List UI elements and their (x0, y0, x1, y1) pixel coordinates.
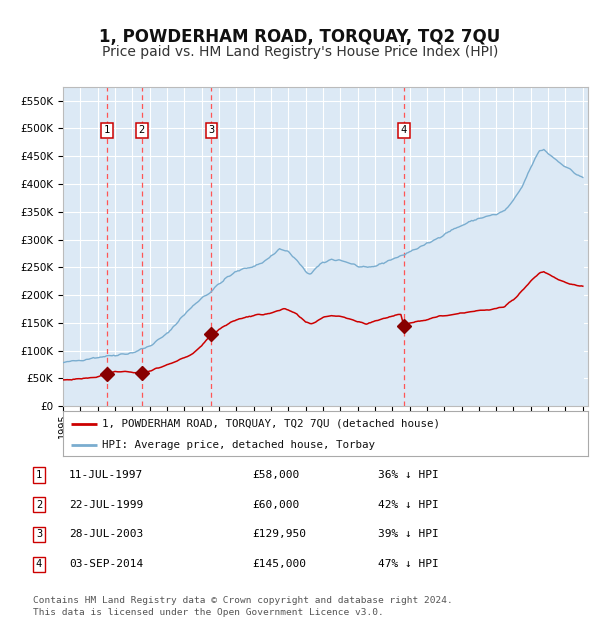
Text: 1, POWDERHAM ROAD, TORQUAY, TQ2 7QU: 1, POWDERHAM ROAD, TORQUAY, TQ2 7QU (100, 28, 500, 46)
Text: 39% ↓ HPI: 39% ↓ HPI (378, 529, 439, 539)
Text: £145,000: £145,000 (252, 559, 306, 569)
Text: 1: 1 (36, 470, 42, 480)
Text: HPI: Average price, detached house, Torbay: HPI: Average price, detached house, Torb… (103, 440, 376, 450)
Text: 22-JUL-1999: 22-JUL-1999 (69, 500, 143, 510)
Text: £60,000: £60,000 (252, 500, 299, 510)
Text: 28-JUL-2003: 28-JUL-2003 (69, 529, 143, 539)
Text: Contains HM Land Registry data © Crown copyright and database right 2024.
This d: Contains HM Land Registry data © Crown c… (33, 596, 453, 617)
Text: 3: 3 (208, 125, 215, 135)
Text: 2: 2 (139, 125, 145, 135)
Text: Price paid vs. HM Land Registry's House Price Index (HPI): Price paid vs. HM Land Registry's House … (102, 45, 498, 59)
Text: 47% ↓ HPI: 47% ↓ HPI (378, 559, 439, 569)
Text: 36% ↓ HPI: 36% ↓ HPI (378, 470, 439, 480)
Text: 03-SEP-2014: 03-SEP-2014 (69, 559, 143, 569)
Text: 4: 4 (36, 559, 42, 569)
Text: 42% ↓ HPI: 42% ↓ HPI (378, 500, 439, 510)
Text: 1, POWDERHAM ROAD, TORQUAY, TQ2 7QU (detached house): 1, POWDERHAM ROAD, TORQUAY, TQ2 7QU (det… (103, 418, 440, 428)
Text: 11-JUL-1997: 11-JUL-1997 (69, 470, 143, 480)
Text: 1: 1 (104, 125, 110, 135)
Text: 3: 3 (36, 529, 42, 539)
Text: £58,000: £58,000 (252, 470, 299, 480)
Text: 4: 4 (401, 125, 407, 135)
Text: 2: 2 (36, 500, 42, 510)
Text: £129,950: £129,950 (252, 529, 306, 539)
